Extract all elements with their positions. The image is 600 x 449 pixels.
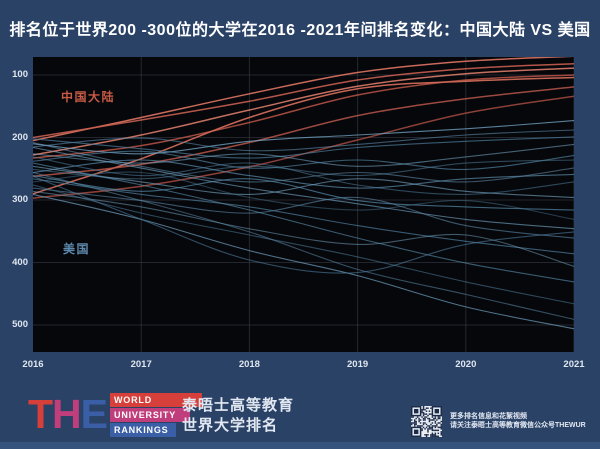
x-tick-label: 2016 [22, 359, 44, 370]
trend-line-usa [33, 159, 574, 189]
brand-line-1: 泰晤士高等教育 [182, 397, 295, 414]
trend-line-usa [33, 165, 574, 199]
trend-line-usa [33, 193, 574, 330]
logo-bar-rankings: RANKINGS [110, 423, 177, 437]
trend-line-usa [33, 143, 574, 167]
trend-line-usa [33, 175, 574, 274]
trend-line-china [33, 63, 574, 139]
trend-line-usa [33, 156, 574, 195]
trend-line-usa [33, 184, 574, 305]
x-tick-label: 2017 [130, 359, 152, 370]
x-tick-label: 2021 [563, 359, 585, 370]
trend-line-china [33, 67, 574, 156]
x-tick-label: 2020 [455, 359, 477, 370]
trend-line-usa [33, 129, 574, 152]
logo-letter-e: E [80, 391, 108, 437]
x-tick-label: 2018 [238, 359, 260, 370]
rank-trend-lines [33, 57, 574, 352]
trend-line-usa [33, 171, 574, 220]
series-label-china: 中国大陆 [61, 90, 116, 104]
plot-area: 中国大陆 美国 [33, 57, 574, 352]
qr-caption-line-2: 请关注泰晤士高等教育微信公众号THEWUR [450, 421, 586, 429]
qr-caption-line-1: 更多排名信息和花絮视频 [450, 413, 527, 420]
qr-caption: 更多排名信息和花絮视频 请关注泰晤士高等教育微信公众号THEWUR [450, 413, 586, 430]
the-wur-logo: THE WORLD UNIVERSITY RANKINGS [28, 391, 203, 437]
logo-letter-h: H [52, 391, 82, 437]
brand-chinese-text: 泰晤士高等教育 世界大学排名 [182, 396, 294, 436]
y-tick-label: 300 [12, 194, 28, 205]
y-tick-label: 400 [12, 256, 28, 268]
qr-block: 更多排名信息和花絮视频 请关注泰晤士高等教育微信公众号THEWUR [411, 406, 586, 437]
y-tick-label: 100 [12, 69, 28, 80]
y-tick-label: 200 [12, 131, 28, 143]
logo-bar-university: UNIVERSITY [110, 408, 191, 422]
chart-title: 排名位于世界200 -300位的大学在2016 -2021年间排名变化：中国大陆… [9, 22, 591, 39]
trend-line-usa [33, 146, 574, 230]
trend-line-usa [33, 187, 574, 239]
bottom-strip [0, 442, 600, 449]
logo-bars: WORLD UNIVERSITY RANKINGS [110, 393, 203, 437]
trend-line-usa [33, 159, 574, 180]
the-logo-letters: THE [28, 391, 108, 437]
brand-line-2: 世界大学排名 [182, 417, 279, 434]
trend-line-usa [33, 141, 574, 183]
logo-letter-t: T [28, 391, 53, 437]
logo-bar-world: WORLD [110, 393, 203, 407]
trend-line-usa [33, 150, 574, 170]
qr-code [411, 406, 442, 437]
x-tick-label: 2019 [347, 359, 369, 370]
trend-line-usa [33, 171, 574, 320]
trend-line-usa [33, 190, 574, 267]
trend-line-usa [33, 120, 574, 155]
trend-line-usa [33, 162, 574, 283]
series-label-usa: 美国 [63, 242, 91, 256]
trend-line-china [33, 57, 573, 142]
trend-line-usa [33, 136, 574, 159]
y-tick-label: 500 [12, 319, 28, 330]
trend-line-usa [33, 175, 574, 211]
